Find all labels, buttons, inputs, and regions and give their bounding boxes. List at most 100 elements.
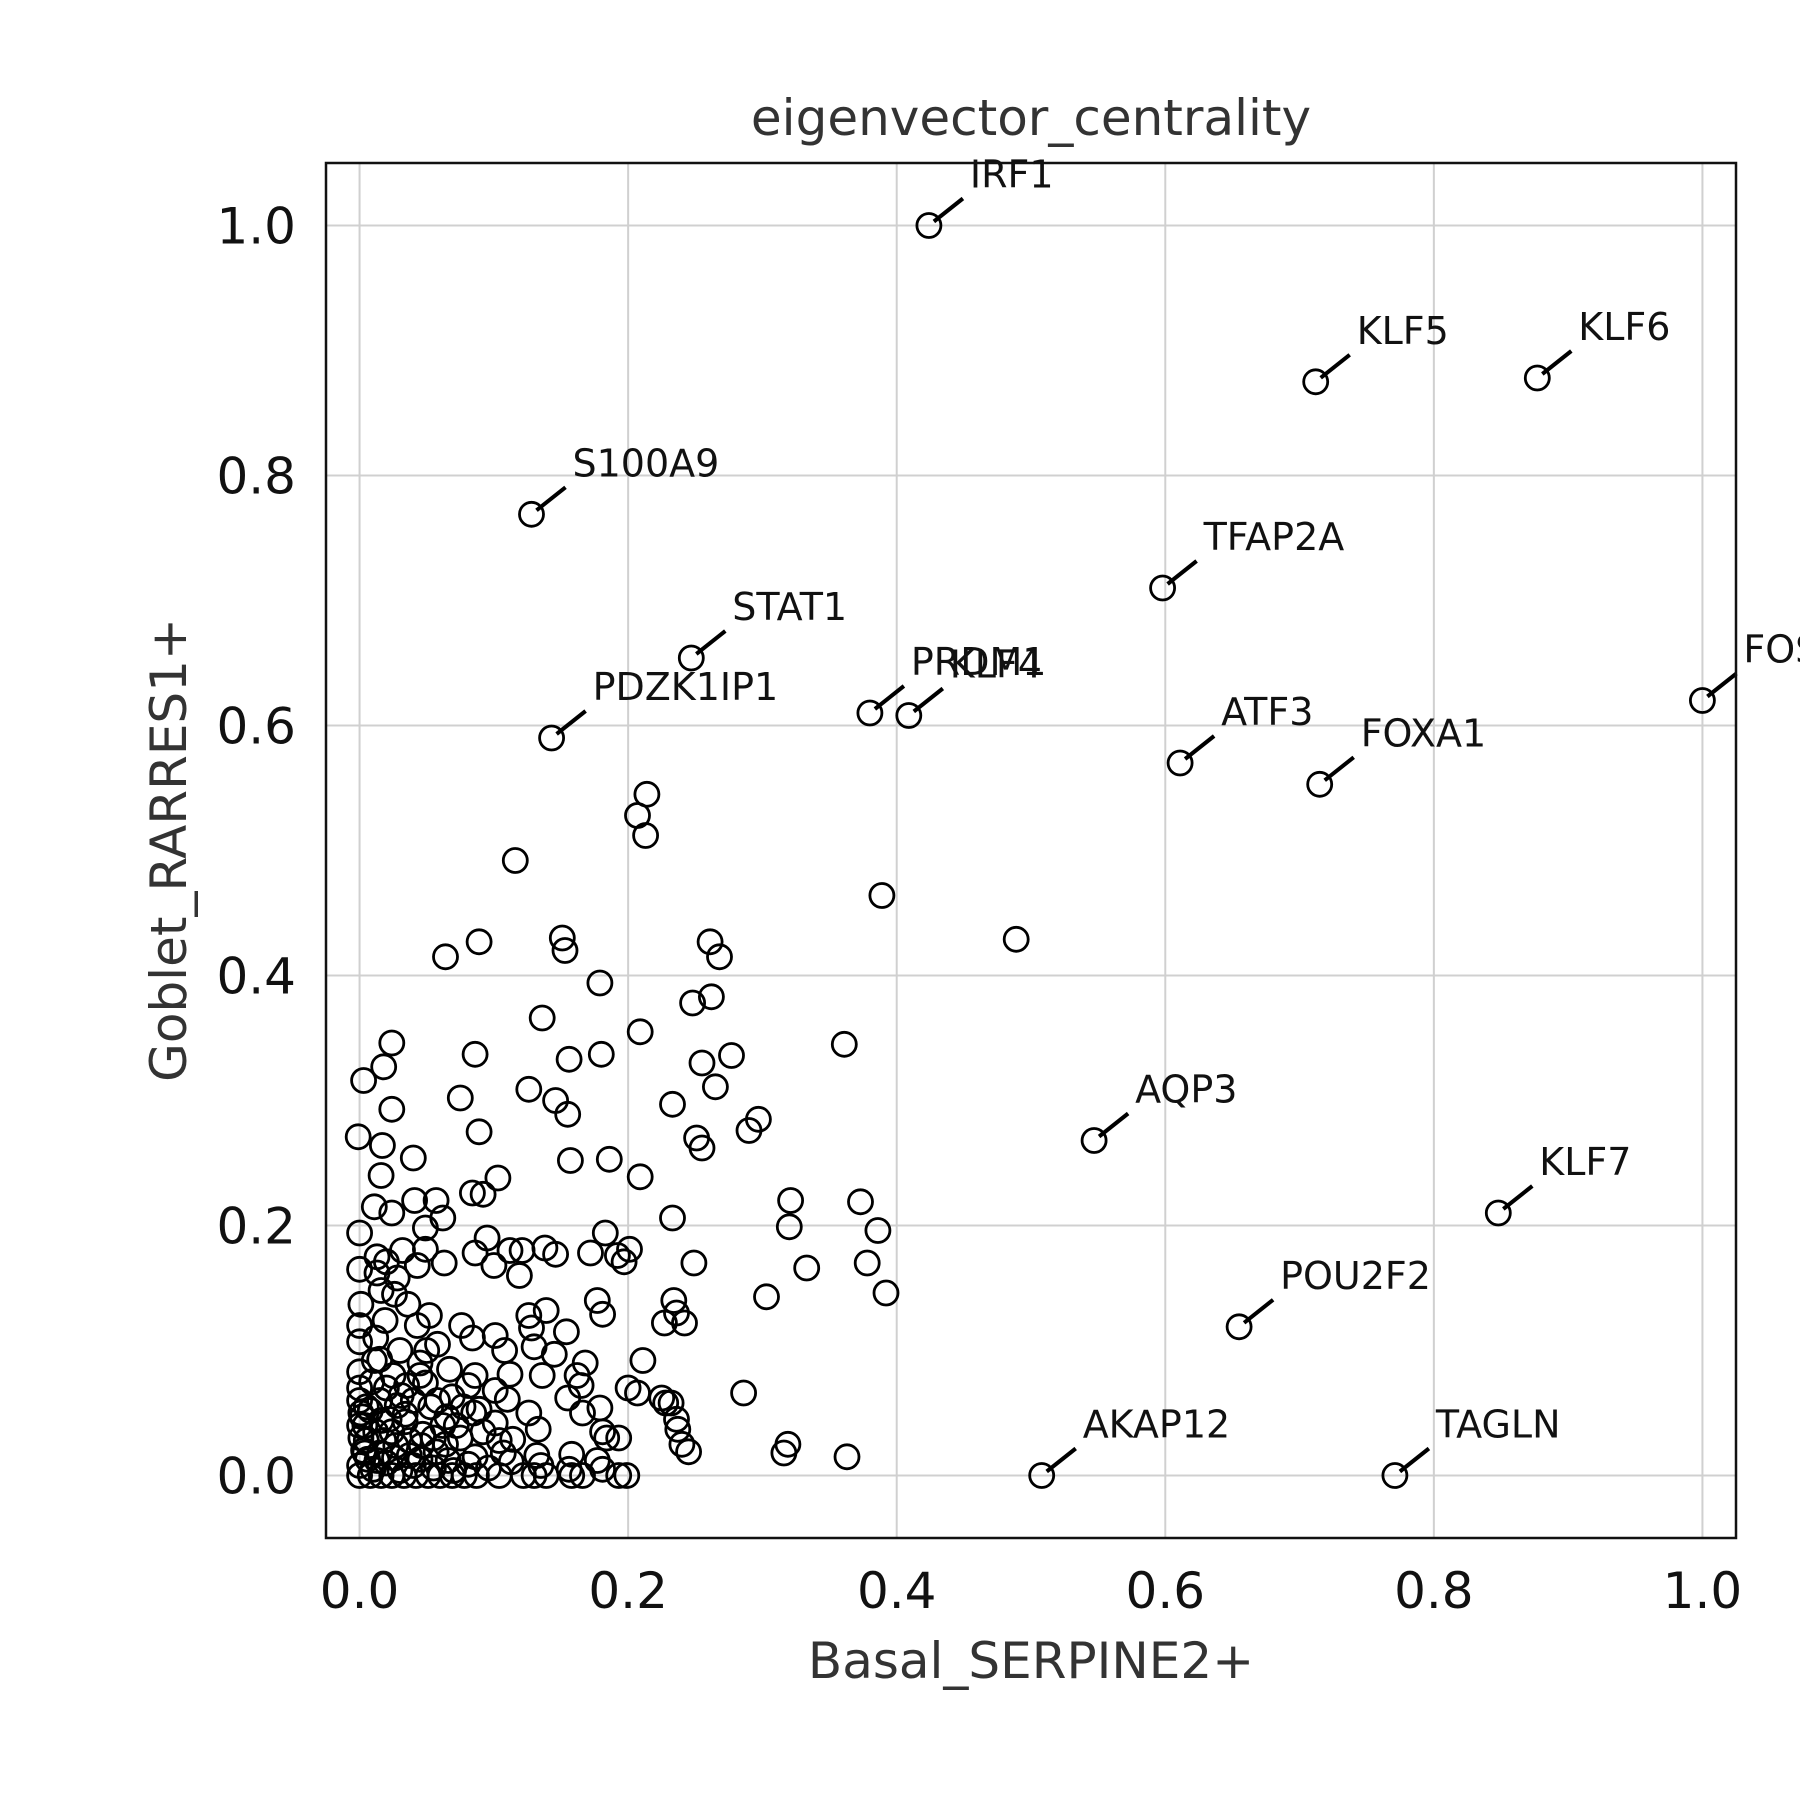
labeled-data-point — [518, 500, 545, 528]
data-point — [430, 1249, 458, 1277]
data-point — [616, 1235, 643, 1263]
data-point — [458, 1179, 486, 1207]
labeled-point: ATF3 — [1166, 690, 1313, 777]
data-point — [830, 1030, 858, 1058]
data-point — [524, 1415, 552, 1443]
data-point — [605, 1462, 633, 1489]
data-point — [378, 1199, 406, 1227]
data-point — [413, 1337, 441, 1364]
data-point — [558, 1440, 586, 1468]
x-axis-label: Basal_SERPINE2+ — [808, 1632, 1254, 1690]
labeled-point: PDZK1IP1 — [538, 665, 778, 752]
data-point — [347, 1290, 375, 1318]
data-point — [465, 1118, 493, 1146]
data-point — [401, 1187, 429, 1214]
data-point — [465, 928, 493, 956]
labeled-data-point — [1484, 1199, 1512, 1227]
data-point — [657, 1389, 685, 1417]
data-point — [591, 1219, 619, 1247]
data-point — [461, 1040, 489, 1068]
data-point — [532, 1462, 560, 1489]
y-tick-label: 1.0 — [216, 198, 296, 256]
labeled-data-point — [1306, 770, 1334, 798]
labeled-point: TFAP2A — [1149, 515, 1344, 602]
data-point — [406, 1445, 434, 1473]
data-point — [480, 1252, 508, 1279]
gene-label: KLF7 — [1539, 1140, 1631, 1184]
data-point — [659, 1204, 686, 1232]
data-point — [344, 1123, 372, 1151]
data-point — [868, 882, 896, 909]
y-tick-label: 0.6 — [216, 698, 296, 756]
labeled-data-point — [677, 644, 705, 672]
data-point — [346, 1387, 374, 1414]
data-point — [419, 1454, 447, 1482]
data-point — [668, 1430, 696, 1458]
labeled-point: KLF4 — [895, 643, 1042, 729]
data-point — [558, 1462, 586, 1489]
labeled-data-point — [1381, 1462, 1409, 1489]
data-point — [698, 983, 725, 1011]
gene-label: POU2F2 — [1280, 1254, 1431, 1298]
data-point — [775, 1213, 803, 1241]
data-point — [346, 1219, 374, 1247]
data-point — [378, 1095, 406, 1123]
data-point — [411, 1214, 439, 1242]
chart-title: eigenvector_centrality — [751, 89, 1311, 147]
labeled-data-point — [1225, 1313, 1253, 1341]
data-point — [372, 1374, 400, 1402]
data-point — [864, 1217, 892, 1244]
labeled-data-point — [895, 702, 923, 729]
data-point — [368, 1132, 396, 1159]
data-point — [469, 1180, 497, 1208]
data-point — [382, 1432, 410, 1459]
data-point — [460, 1399, 488, 1427]
data-point — [770, 1439, 798, 1467]
labeled-point: FOS — [1689, 628, 1800, 714]
gene-label: AQP3 — [1135, 1068, 1237, 1112]
data-point — [735, 1117, 763, 1144]
x-tick-label: 0.4 — [857, 1562, 937, 1620]
data-point — [346, 1255, 374, 1283]
data-point — [872, 1279, 900, 1307]
data-point — [688, 1049, 716, 1077]
data-point — [366, 1387, 394, 1414]
data-point — [381, 1280, 408, 1308]
data-point — [586, 1394, 614, 1422]
data-point — [501, 847, 529, 874]
x-tick-label: 1.0 — [1663, 1562, 1743, 1620]
plot-frame — [324, 161, 1738, 1540]
labeled-point: KLF5 — [1302, 309, 1449, 396]
data-point — [605, 1424, 633, 1452]
labeled-point: IRF1 — [915, 153, 1054, 239]
data-point — [696, 928, 724, 956]
data-point — [626, 1018, 654, 1046]
gene-label: IRF1 — [970, 153, 1054, 197]
data-point — [403, 1252, 431, 1279]
y-axis-label: Goblet_RARRES1+ — [140, 618, 198, 1082]
data-point — [485, 1427, 513, 1454]
data-point — [589, 1455, 616, 1483]
data-point — [583, 1447, 611, 1474]
data-point — [393, 1372, 421, 1399]
y-tick-label: 0.8 — [216, 448, 296, 506]
data-point — [663, 1299, 690, 1327]
data-point — [679, 989, 706, 1017]
data-point — [454, 1372, 482, 1399]
data-point — [595, 1145, 623, 1173]
data-point — [718, 1042, 745, 1069]
gene-label: KLF4 — [950, 643, 1042, 687]
data-point — [346, 1328, 374, 1356]
data-point — [363, 1259, 391, 1287]
data-point — [664, 1415, 692, 1443]
x-tick-label: 0.6 — [1126, 1562, 1206, 1620]
data-point — [532, 1297, 560, 1324]
labeled-data-point — [1689, 687, 1716, 714]
labeled-point: KLF6 — [1523, 305, 1670, 392]
data-point — [629, 1347, 657, 1374]
data-point — [429, 1412, 457, 1439]
data-point — [496, 1237, 524, 1264]
x-tick-label: 0.0 — [320, 1562, 400, 1620]
data-point — [442, 1412, 470, 1439]
data-point — [515, 1075, 543, 1103]
